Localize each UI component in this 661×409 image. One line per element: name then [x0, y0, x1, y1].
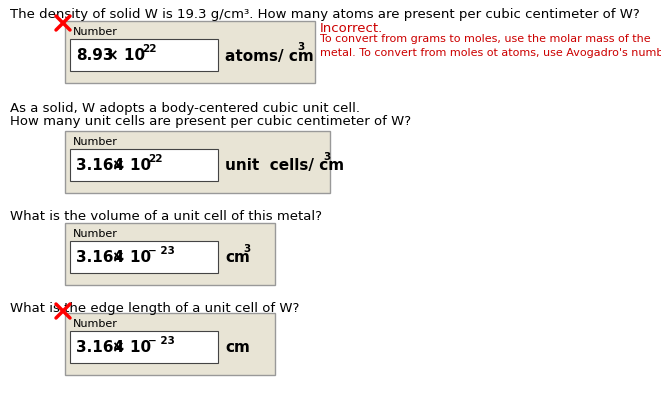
Text: What is the edge length of a unit cell of W?: What is the edge length of a unit cell o… [10, 301, 299, 314]
FancyBboxPatch shape [65, 132, 330, 193]
Text: Number: Number [73, 318, 118, 328]
Text: cm: cm [225, 250, 250, 265]
FancyBboxPatch shape [70, 150, 218, 182]
Text: Incorrect.: Incorrect. [320, 22, 383, 35]
FancyBboxPatch shape [70, 40, 218, 72]
Text: unit  cells/ cm: unit cells/ cm [225, 158, 344, 173]
Text: 3.164: 3.164 [76, 250, 124, 265]
Text: As a solid, W adopts a body-centered cubic unit cell.: As a solid, W adopts a body-centered cub… [10, 102, 360, 115]
Text: 22: 22 [142, 44, 157, 54]
FancyBboxPatch shape [65, 22, 315, 84]
Text: − 23: − 23 [148, 245, 175, 255]
Text: 3: 3 [323, 152, 330, 162]
FancyBboxPatch shape [70, 241, 218, 273]
Text: cm: cm [225, 339, 250, 355]
Text: × 10: × 10 [112, 158, 151, 173]
Text: − 23: − 23 [148, 335, 175, 345]
Text: 3.164: 3.164 [76, 339, 124, 355]
Text: Number: Number [73, 229, 118, 238]
Text: 8.93: 8.93 [76, 48, 114, 63]
FancyBboxPatch shape [65, 223, 275, 285]
Text: atoms/ cm: atoms/ cm [225, 48, 314, 63]
Text: × 10: × 10 [112, 250, 151, 265]
Text: The density of solid W is 19.3 g/cm³. How many atoms are present per cubic centi: The density of solid W is 19.3 g/cm³. Ho… [10, 8, 640, 21]
Text: × 10: × 10 [106, 48, 145, 63]
Text: 3.164: 3.164 [76, 158, 124, 173]
Text: How many unit cells are present per cubic centimeter of W?: How many unit cells are present per cubi… [10, 115, 411, 128]
Text: 3: 3 [297, 42, 304, 52]
Text: Number: Number [73, 137, 118, 147]
FancyBboxPatch shape [65, 313, 275, 375]
Text: What is the volume of a unit cell of this metal?: What is the volume of a unit cell of thi… [10, 209, 322, 222]
Text: Number: Number [73, 27, 118, 37]
Text: To convert from grams to moles, use the molar mass of the
metal. To convert from: To convert from grams to moles, use the … [320, 34, 661, 58]
FancyBboxPatch shape [70, 331, 218, 363]
Text: × 10: × 10 [112, 339, 151, 355]
Text: 22: 22 [148, 154, 163, 164]
Text: 3: 3 [243, 243, 251, 254]
